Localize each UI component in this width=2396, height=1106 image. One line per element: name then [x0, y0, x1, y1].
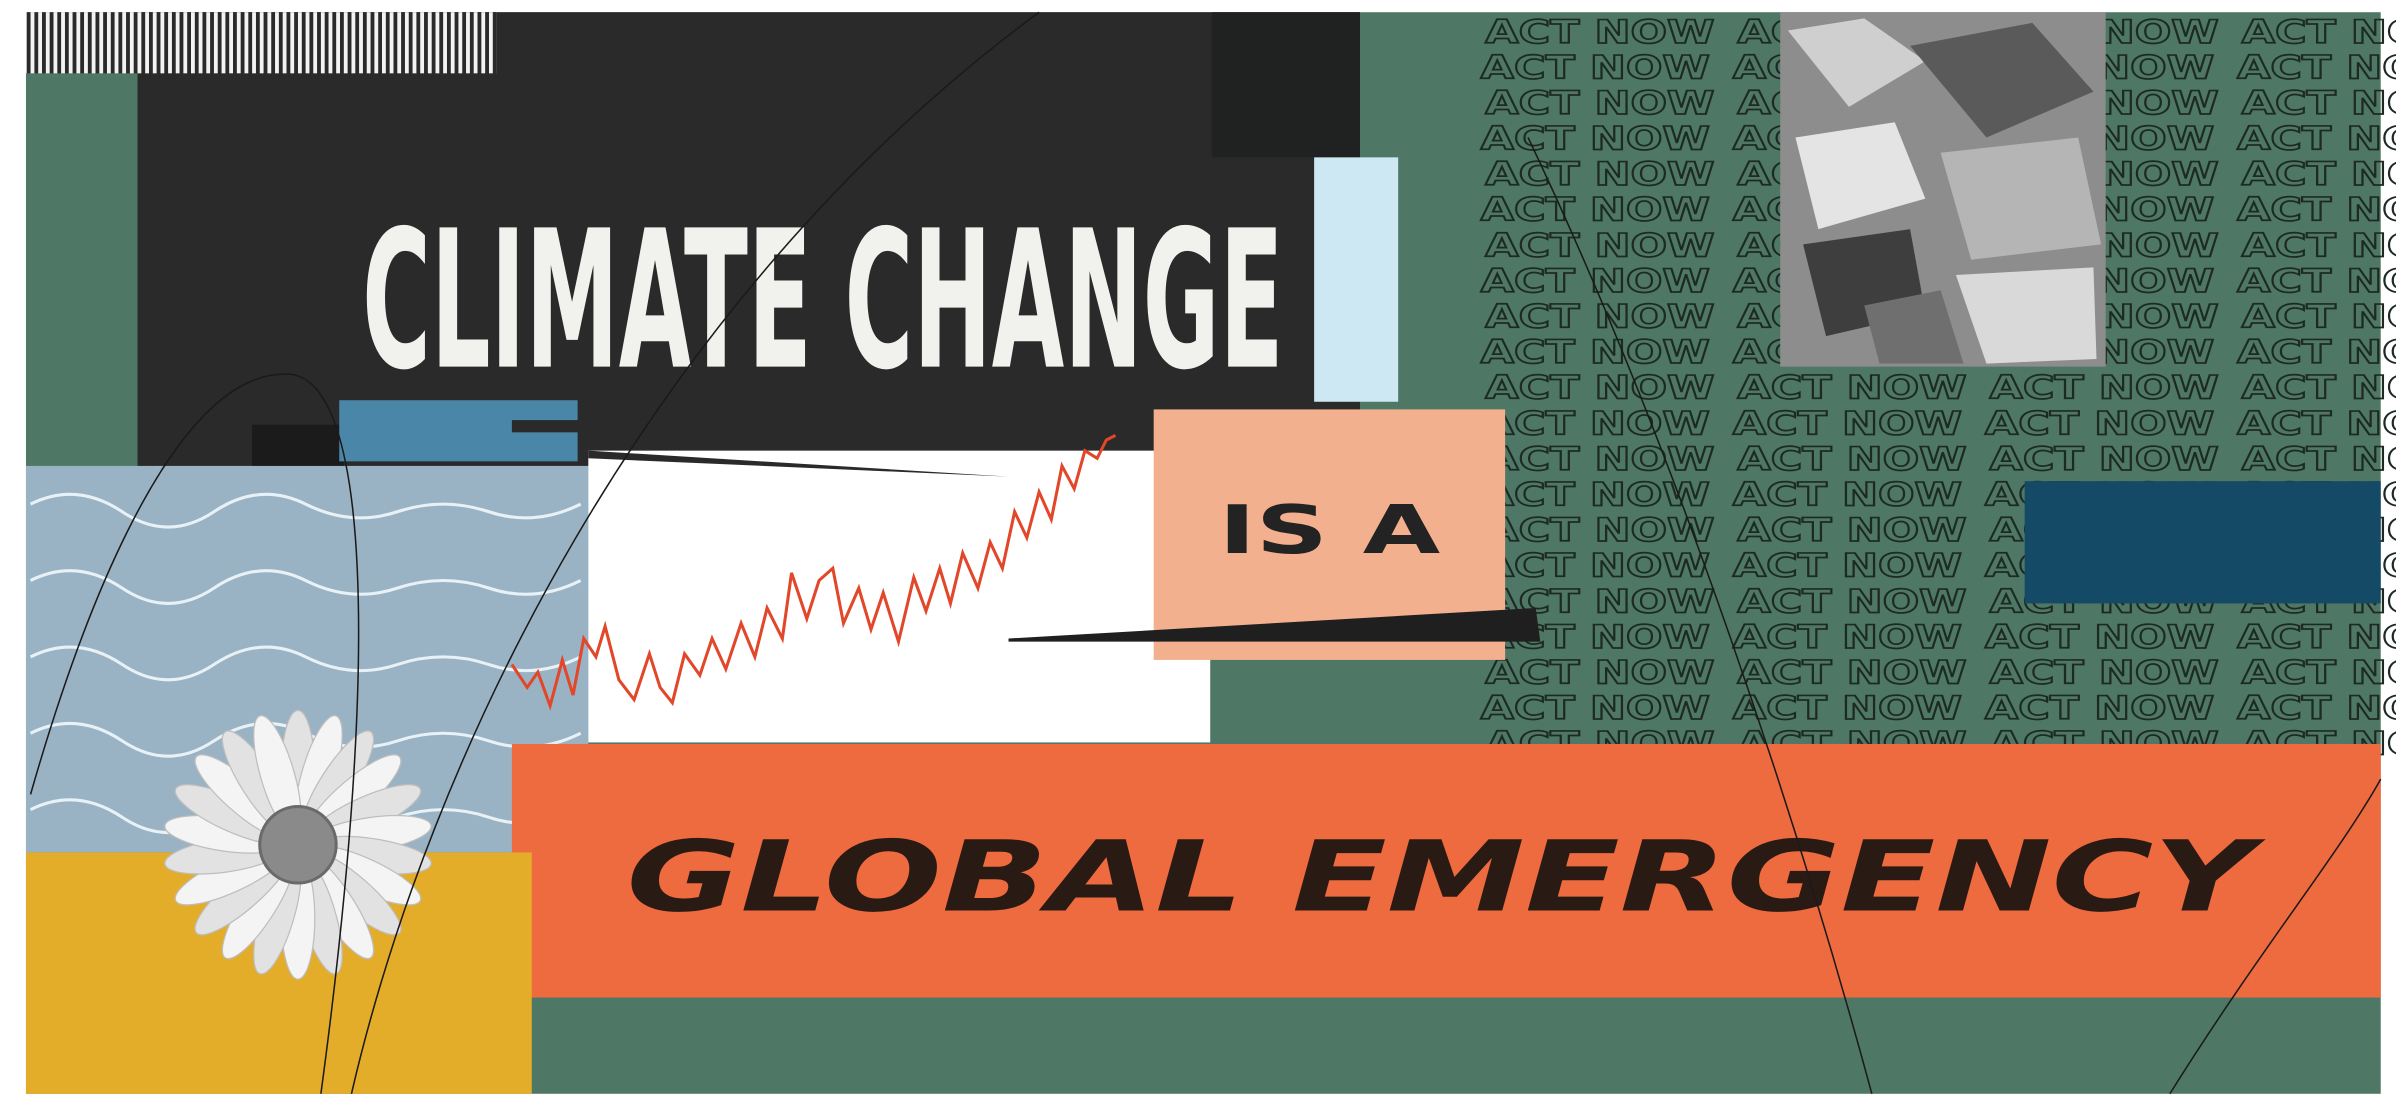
dark-slip	[511, 420, 772, 433]
act-now-text: ACT NOW	[1485, 84, 1714, 122]
title-text: CLIMATE CHANGE	[362, 191, 1283, 413]
graph-panel	[588, 450, 1211, 743]
act-now-text: ACT NOW	[1481, 333, 1710, 371]
black-sliver	[1008, 607, 1541, 642]
act-now-text: ACT NOW	[1733, 404, 1962, 442]
act-now-text: ACT NOW	[2237, 689, 2396, 727]
light-blue-strip	[1314, 157, 1399, 402]
act-now-text: ACT NOW	[1737, 653, 1966, 691]
act-now-text: ACT NOW	[1733, 475, 1962, 513]
act-now-text: ACT NOW	[1481, 689, 1710, 727]
dark-square	[1211, 12, 1360, 158]
act-now-text: ACT NOW	[1733, 618, 1962, 656]
thin-curve	[1527, 137, 1873, 1094]
act-now-text: ACT NOW	[1485, 155, 1714, 193]
act-now-text: ACT NOW	[1737, 440, 1966, 478]
trash-photo	[1780, 12, 2106, 367]
torn-edge	[588, 450, 1009, 477]
thin-curve	[2169, 778, 2382, 1095]
act-now-text: ACT NOW	[2242, 440, 2396, 478]
act-now-text: ACT NOW	[2242, 226, 2396, 264]
act-now-text: ACT NOW	[2237, 618, 2396, 656]
act-now-text: ACT NOW	[1985, 689, 2214, 727]
act-now-text: ACT NOW	[2242, 84, 2396, 122]
act-now-text: ACT NOW	[1485, 440, 1714, 478]
act-now-text: ACT NOW	[1485, 13, 1714, 51]
act-now-text: ACT NOW	[1733, 689, 1962, 727]
daisy-center	[258, 805, 338, 885]
thin-curve	[350, 11, 1040, 1094]
act-now-text: ACT NOW	[2237, 48, 2396, 86]
act-now-text: ACT NOW	[1485, 226, 1714, 264]
act-now-text: ACT NOW	[2242, 653, 2396, 691]
act-now-text: ACT NOW	[2237, 333, 2396, 371]
act-now-text: ACT NOW	[1485, 511, 1714, 549]
temperature-line	[510, 434, 1117, 711]
act-now-text: ACT NOW	[1481, 404, 1710, 442]
act-now-text: ACT NOW	[1733, 547, 1962, 585]
act-now-text: ACT NOW	[1737, 369, 1966, 407]
act-now-text: ACT NOW	[2242, 13, 2396, 51]
act-now-text: ACT NOW	[1481, 547, 1710, 585]
thin-curve	[29, 373, 360, 1094]
orange-band	[511, 743, 2381, 998]
act-now-text: ACT NOW	[2237, 191, 2396, 229]
connector-text: IS A	[1219, 491, 1441, 569]
act-now-text: ACT NOW	[1990, 369, 2219, 407]
act-now-text: ACT NOW	[1485, 369, 1714, 407]
act-now-text: ACT NOW	[1985, 618, 2214, 656]
act-now-text: ACT NOW	[1481, 120, 1710, 158]
black-patch	[252, 424, 344, 468]
dark-block	[137, 12, 1360, 466]
act-now-text: ACT NOW	[1485, 298, 1714, 336]
act-now-text: ACT NOW	[2237, 120, 2396, 158]
act-now-text: ACT NOW	[1737, 511, 1966, 549]
act-now-text: ACT NOW	[1990, 440, 2219, 478]
act-now-text: ACT NOW	[1481, 475, 1710, 513]
dark-blue-rect	[2024, 481, 2381, 604]
act-now-text: ACT NOW	[1481, 191, 1710, 229]
act-now-text: ACT NOW	[1485, 653, 1714, 691]
act-now-text: ACT NOW	[2242, 298, 2396, 336]
act-now-text: ACT NOW	[1481, 262, 1710, 300]
act-now-text: ACT NOW	[1985, 404, 2214, 442]
act-now-text: ACT NOW	[2242, 155, 2396, 193]
act-now-text: ACT NOW	[2237, 404, 2396, 442]
act-now-text: ACT NOW	[1737, 582, 1966, 620]
striped-fringe	[25, 12, 497, 74]
daisy	[164, 709, 432, 980]
act-now-text: ACT NOW	[1481, 48, 1710, 86]
act-now-text: ACT NOW	[2237, 262, 2396, 300]
act-now-text: ACT NOW	[2242, 369, 2396, 407]
headline-text: GLOBAL EMERGENCY	[627, 820, 2267, 934]
act-now-text: ACT NOW	[1990, 653, 2219, 691]
